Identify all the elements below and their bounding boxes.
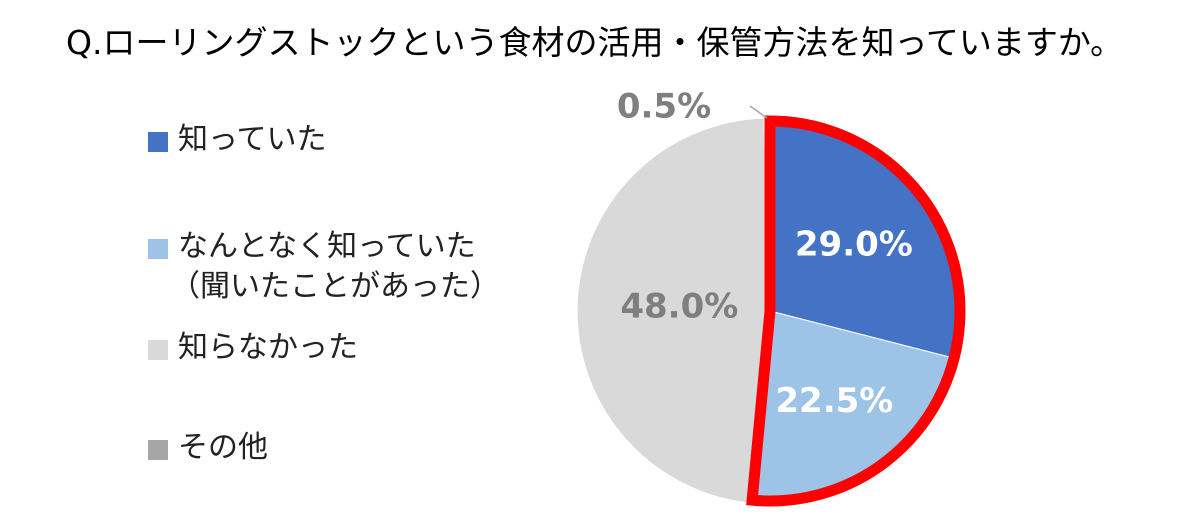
legend-swatch-vaguely-known — [148, 239, 168, 259]
data-label-unknown: 48.0% — [620, 287, 738, 327]
highlight-outline — [746, 115, 966, 507]
legend-label-vaguely-known-line1: なんとなく知っていた — [178, 229, 476, 264]
pie-slice-unknown — [576, 117, 771, 504]
legend-label-unknown: 知らなかった — [178, 330, 358, 365]
legend-label-known: 知っていた — [178, 122, 327, 157]
legend-swatch-other — [148, 440, 168, 460]
data-label-known: 29.0% — [795, 224, 913, 264]
chart-title: Q.ローリングストックという食材の活用・保管方法を知っていますか。 — [66, 23, 1124, 62]
data-label-other: 0.5% — [617, 87, 711, 127]
data-label-vaguely-known: 22.5% — [775, 381, 893, 421]
legend-label-vaguely-known-line2: （聞いたことがあった） — [170, 269, 500, 304]
leader-line-other — [749, 105, 768, 119]
legend-swatch-unknown — [148, 340, 168, 360]
legend-swatch-known — [148, 132, 168, 152]
legend-label-other: その他 — [178, 430, 268, 465]
